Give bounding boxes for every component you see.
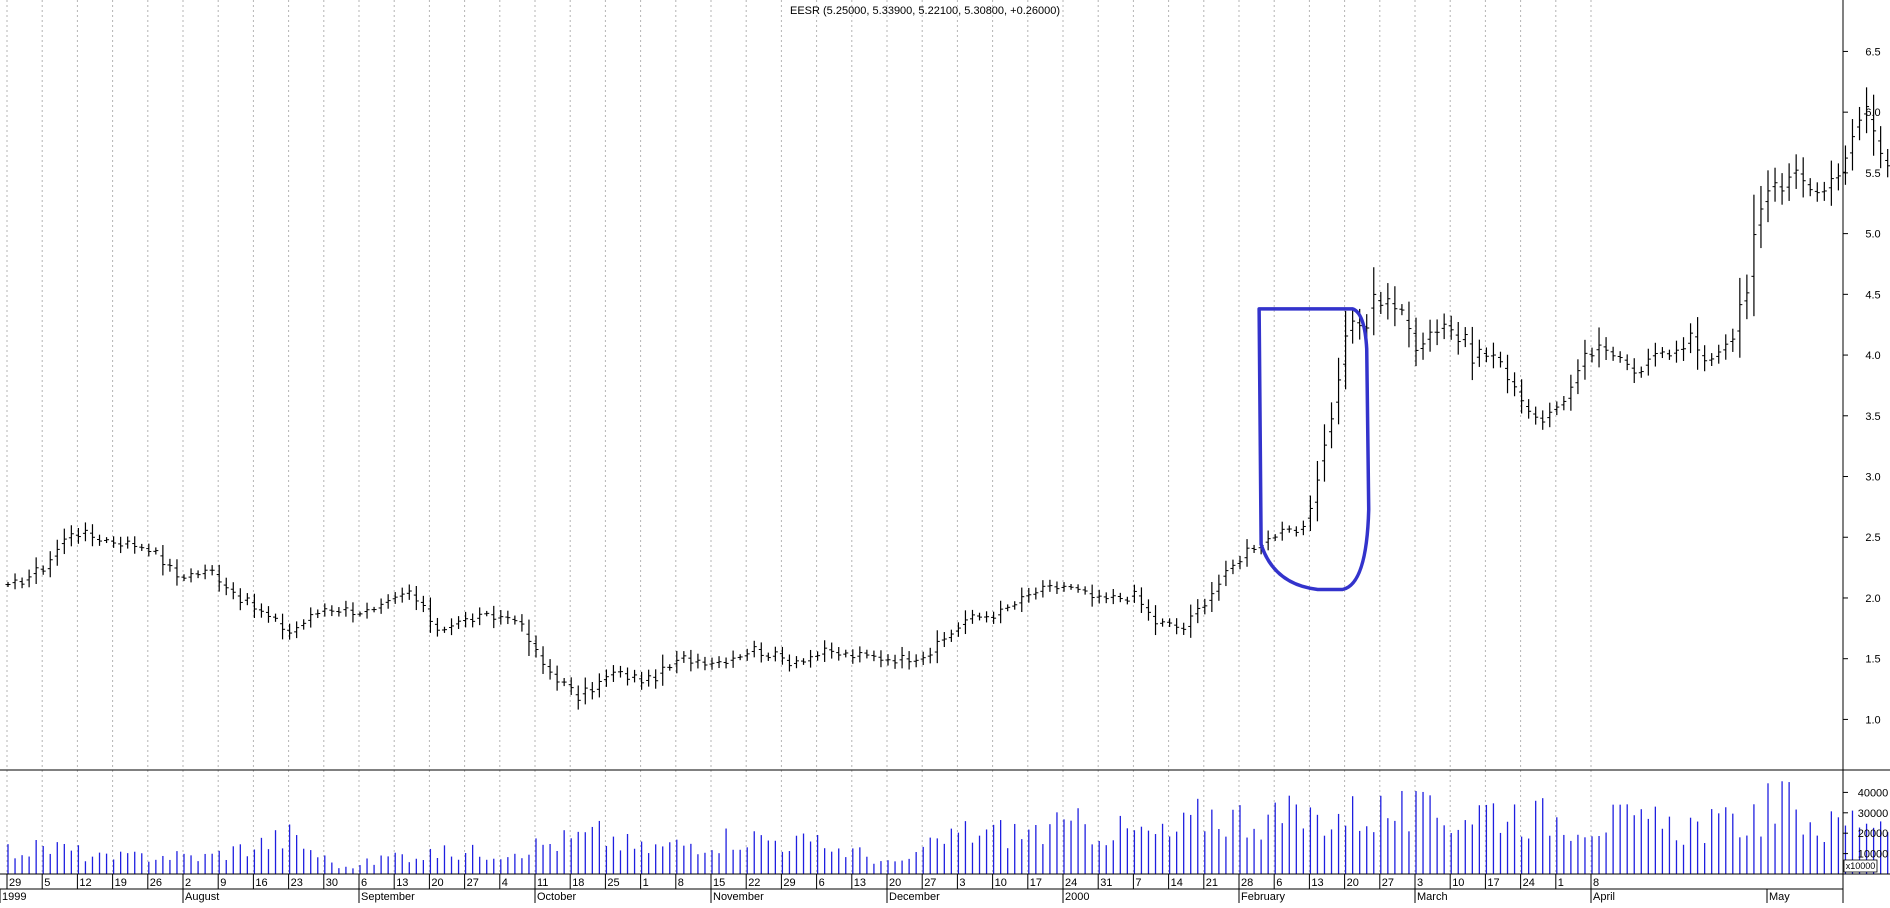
day-tick-label: 27 — [924, 877, 936, 889]
day-tick-label: 30 — [326, 877, 338, 889]
price-tick-label: 4.5 — [1865, 289, 1880, 301]
day-tick-label: 17 — [1030, 877, 1042, 889]
day-tick-label: 16 — [255, 877, 267, 889]
price-tick-label: 3.0 — [1865, 472, 1880, 484]
month-label: March — [1417, 891, 1448, 903]
month-label: February — [1241, 891, 1286, 903]
day-tick-label: 15 — [713, 877, 725, 889]
day-tick-label: 29 — [783, 877, 795, 889]
price-tick-label: 2.5 — [1865, 532, 1880, 544]
price-tick-label: 1.5 — [1865, 654, 1880, 666]
volume-tick-label: 20000 — [1858, 828, 1889, 840]
price-tick-label: 5.5 — [1865, 168, 1880, 180]
day-tick-label: 3 — [959, 877, 965, 889]
price-tick-label: 1.0 — [1865, 714, 1880, 726]
day-tick-label: 1 — [1558, 877, 1564, 889]
day-tick-label: 7 — [1135, 877, 1141, 889]
month-label: November — [713, 891, 764, 903]
day-tick-label: 21 — [1206, 877, 1218, 889]
day-tick-label: 4 — [502, 877, 508, 889]
day-tick-label: 6 — [361, 877, 367, 889]
day-tick-label: 8 — [678, 877, 684, 889]
month-label: December — [889, 891, 940, 903]
day-tick-label: 8 — [1593, 877, 1599, 889]
day-tick-label: 25 — [607, 877, 619, 889]
volume-tick-label: 30000 — [1858, 808, 1889, 820]
day-tick-label: 3 — [1417, 877, 1423, 889]
price-tick-label: 2.0 — [1865, 593, 1880, 605]
day-tick-label: 20 — [431, 877, 443, 889]
day-tick-label: 26 — [150, 877, 162, 889]
day-tick-label: 2 — [185, 877, 191, 889]
day-tick-label: 27 — [1382, 877, 1394, 889]
day-tick-label: 29 — [9, 877, 21, 889]
day-tick-label: 24 — [1065, 877, 1077, 889]
day-tick-label: 20 — [1347, 877, 1359, 889]
day-tick-label: 19 — [115, 877, 127, 889]
day-tick-label: 6 — [1276, 877, 1282, 889]
volume-tick-label: 10000 — [1858, 849, 1889, 861]
day-tick-label: 10 — [995, 877, 1007, 889]
day-tick-label: 27 — [467, 877, 479, 889]
month-label: October — [537, 891, 576, 903]
month-label: 1999 — [2, 891, 26, 903]
price-tick-label: 6.5 — [1865, 46, 1880, 58]
chart-title: EESR (5.25000, 5.33900, 5.22100, 5.30800… — [790, 5, 1060, 17]
day-tick-label: 9 — [220, 877, 226, 889]
price-tick-label: 5.0 — [1865, 229, 1880, 241]
day-tick-label: 28 — [1241, 877, 1253, 889]
day-tick-label: 13 — [396, 877, 408, 889]
day-tick-label: 13 — [854, 877, 866, 889]
month-label: May — [1769, 891, 1790, 903]
price-tick-label: 6.0 — [1865, 107, 1880, 119]
day-tick-label: 14 — [1171, 877, 1183, 889]
day-tick-label: 23 — [291, 877, 303, 889]
month-label: April — [1593, 891, 1615, 903]
day-tick-label: 31 — [1100, 877, 1112, 889]
price-tick-label: 4.0 — [1865, 350, 1880, 362]
price-tick-label: 3.5 — [1865, 411, 1880, 423]
day-tick-label: 6 — [819, 877, 825, 889]
day-tick-label: 18 — [572, 877, 584, 889]
day-tick-label: 12 — [79, 877, 91, 889]
day-tick-label: 10 — [1452, 877, 1464, 889]
day-tick-label: 22 — [748, 877, 760, 889]
volume-tick-label: 40000 — [1858, 787, 1889, 799]
day-tick-label: 5 — [44, 877, 50, 889]
month-label: 2000 — [1065, 891, 1089, 903]
month-label: September — [361, 891, 415, 903]
day-tick-label: 13 — [1311, 877, 1323, 889]
day-tick-label: 24 — [1523, 877, 1535, 889]
volume-multiplier-label: x10000 — [1846, 861, 1876, 871]
day-tick-label: 1 — [643, 877, 649, 889]
day-tick-label: 11 — [537, 877, 548, 889]
day-tick-label: 17 — [1487, 877, 1499, 889]
day-tick-label: 20 — [889, 877, 901, 889]
month-label: August — [185, 891, 219, 903]
